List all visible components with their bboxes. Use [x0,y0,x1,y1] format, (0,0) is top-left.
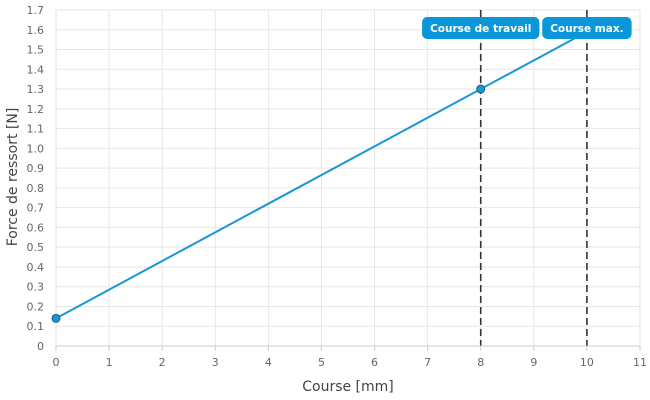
marker-label-box [422,17,540,39]
y-tick-label: 1.6 [27,24,45,37]
x-tick-label: 1 [106,356,113,369]
x-tick-label: 3 [212,356,219,369]
marker-labels: Course de travail Course max. [422,17,632,39]
y-tick-label: 0 [37,340,44,353]
x-tick-label: 9 [530,356,537,369]
y-tick-label: 1.7 [27,4,45,17]
marker-label-text: Course max. [550,23,623,35]
y-tick-label: 0.4 [27,261,45,274]
marker-label: Course max. [542,17,632,39]
marker-lines [479,10,588,346]
marker-label: Course de travail [422,17,540,39]
y-tick-label: 1.1 [27,123,45,136]
y-tick-label: 0.8 [27,182,45,195]
x-tick-label: 8 [477,356,484,369]
x-axis-title: Course [mm] [302,379,394,395]
y-tick-label: 1.4 [27,63,45,76]
data-points [51,84,486,323]
y-tick-label: 0.6 [27,221,45,234]
series [55,30,588,320]
y-tick-label: 1.3 [27,83,45,96]
x-tick-label: 2 [159,356,166,369]
grid [56,9,641,346]
y-tick-label: 0.2 [27,300,45,313]
y-tick-label: 0.5 [27,241,45,254]
y-tick-label: 1.0 [27,142,45,155]
x-tick-label: 10 [580,356,594,369]
y-axis-title: Force de ressort [N] [5,108,21,247]
series-line [55,30,588,320]
axes: 0 1 2 3 4 5 6 7 8 9 10 11 0 0.1 0.2 0.3 0.4 0.5 0.6 0.7 0.8 0… [27,4,648,369]
y-tick-label: 0.9 [27,162,45,175]
x-tick-label: 4 [265,356,272,369]
x-tick-label: 6 [371,356,378,369]
y-tick-label: 1.2 [27,103,45,116]
y-tick-label: 1.5 [27,44,45,57]
y-tick-label: 0.1 [27,320,45,333]
y-tick-label: 0.3 [27,281,45,294]
x-tick-label: 5 [318,356,325,369]
marker-label-text: Course de travail [430,23,531,35]
x-tick-label: 11 [633,356,647,369]
data-point [51,313,61,323]
x-tick-label: 0 [53,356,60,369]
data-point [476,84,486,94]
marker-label-box [542,17,632,39]
y-tick-label: 0.7 [27,202,45,215]
x-tick-label: 7 [424,356,431,369]
